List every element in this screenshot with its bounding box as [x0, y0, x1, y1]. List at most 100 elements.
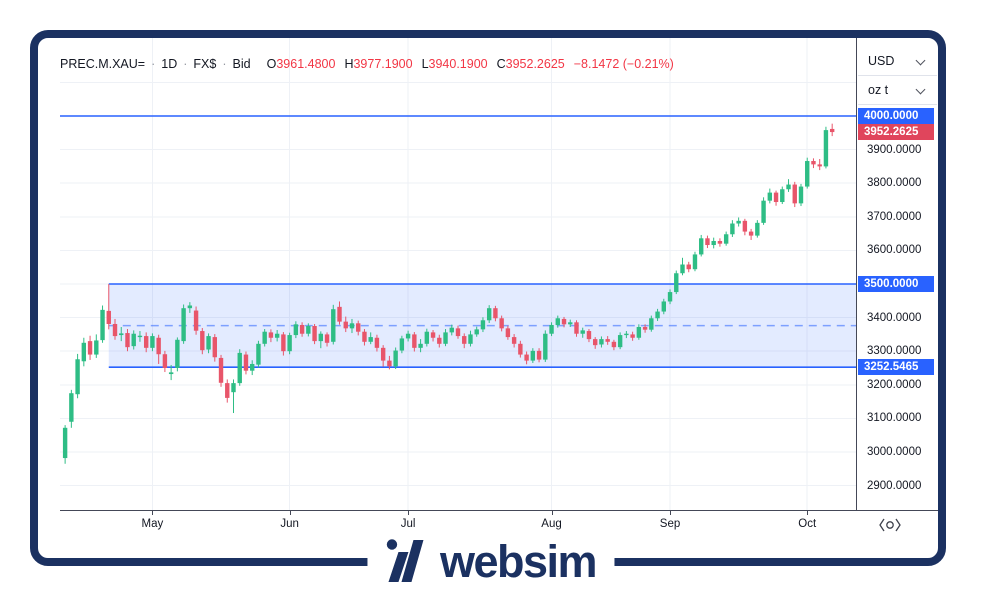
candle-body: [486, 308, 492, 321]
candle-body: [274, 333, 280, 338]
time-tick-label: Sep: [659, 518, 681, 530]
candle-body: [493, 308, 498, 319]
candle-body: [518, 343, 523, 355]
candle-body: [705, 238, 710, 246]
candle-body: [349, 323, 355, 329]
candle-body: [81, 342, 87, 362]
candle-body: [823, 130, 829, 167]
price-scale-settings-icon[interactable]: [878, 517, 902, 535]
websim-logo-icon: [386, 539, 423, 582]
candle-body: [418, 343, 423, 348]
candle-body: [624, 333, 629, 336]
time-tick-mark: [289, 511, 291, 515]
legend-separator: ·: [151, 57, 156, 71]
change-value: −8.1472 (−0.21%): [573, 57, 674, 71]
legend-separator: ·: [183, 57, 188, 71]
candle-body: [505, 328, 511, 338]
candle-body: [106, 310, 111, 324]
candle-body: [611, 341, 617, 348]
candle-body: [680, 264, 685, 274]
low-value: L3940.1900: [421, 57, 488, 71]
level-price-badge: 4000.0000: [858, 108, 934, 124]
candle-body: [312, 326, 317, 342]
candle-body: [649, 318, 654, 330]
currency-selector[interactable]: USD: [858, 47, 937, 76]
level-price-badge: 3500.0000: [858, 276, 934, 292]
candle-body: [717, 240, 723, 244]
candle-body: [692, 254, 698, 270]
candle-body: [642, 327, 648, 330]
candle-body: [430, 332, 436, 338]
candle-body: [549, 324, 554, 334]
candle-body: [437, 337, 442, 344]
candle-body: [206, 336, 211, 350]
candle-body: [511, 337, 517, 344]
candle-body: [455, 328, 461, 337]
candle-body: [212, 337, 217, 358]
candle-body: [69, 393, 74, 422]
candle-body: [168, 372, 174, 375]
candle-body: [580, 330, 585, 334]
level-price-badge: 3252.5465: [858, 359, 934, 376]
price-tick-label: 3700.0000: [867, 210, 922, 223]
unit-selector[interactable]: oz t: [858, 76, 937, 105]
candle-body: [324, 334, 330, 343]
price-tick-label: 3600.0000: [867, 244, 922, 257]
candle-body: [181, 308, 186, 342]
high-value: H3977.1900: [344, 57, 413, 71]
candle-body: [331, 309, 336, 342]
websim-logo[interactable]: websim: [366, 533, 615, 589]
candle-body: [723, 234, 729, 244]
last-price-badge: 3952.2625: [858, 124, 934, 141]
candle-body: [343, 321, 348, 329]
candle-body: [412, 334, 417, 348]
candle-body: [699, 238, 704, 255]
candle-body: [574, 322, 579, 334]
chevron-down-icon: [915, 55, 926, 66]
time-axis[interactable]: May Jun Jul Aug Sep Oct: [60, 510, 938, 553]
candle-body: [162, 354, 168, 368]
interval-label[interactable]: 1D: [161, 57, 178, 71]
time-tick-mark: [670, 511, 672, 515]
candle-body: [686, 264, 691, 270]
candle-body: [119, 333, 124, 336]
candle-body: [175, 339, 180, 368]
candle-body: [374, 337, 380, 348]
time-tick-mark: [551, 511, 553, 515]
candle-body: [231, 383, 236, 393]
time-tick-mark: [152, 511, 154, 515]
candlestick-chart[interactable]: [60, 38, 856, 510]
exchange-label: FX$: [193, 57, 217, 71]
candle-body: [636, 327, 642, 338]
price-type-label: Bid: [232, 57, 251, 71]
close-value: C3952.2625: [496, 57, 565, 71]
candle-body: [112, 323, 118, 337]
time-tick-label: Jun: [280, 518, 299, 530]
candle-body: [225, 383, 230, 398]
candle-body: [62, 427, 68, 459]
candle-body: [424, 331, 430, 344]
candle-body: [443, 332, 448, 344]
symbol-name[interactable]: PREC.M.XAU=: [60, 57, 146, 71]
candle-body: [805, 161, 810, 187]
candle-body: [193, 310, 199, 331]
candle-body: [293, 324, 299, 336]
candle-body: [468, 334, 473, 344]
candle-body: [586, 331, 592, 340]
price-axis[interactable]: USD oz t 3900.0000 3800.0000 3700.0000 3600…: [856, 38, 939, 510]
candle-body: [711, 240, 716, 246]
candle-body: [748, 231, 754, 236]
price-tick-label: 3000.0000: [867, 446, 922, 458]
candle-body: [530, 350, 536, 361]
candle-body: [143, 336, 149, 348]
candle-body: [356, 323, 361, 332]
candle-body: [599, 339, 604, 345]
candle-body: [262, 331, 267, 344]
price-tick-label: 2900.0000: [867, 479, 922, 492]
candle-body: [499, 318, 504, 329]
chevron-down-icon: [915, 84, 926, 95]
candle-body: [630, 334, 635, 338]
candle-body: [75, 359, 80, 395]
price-tick-label: 3300.0000: [867, 345, 922, 358]
